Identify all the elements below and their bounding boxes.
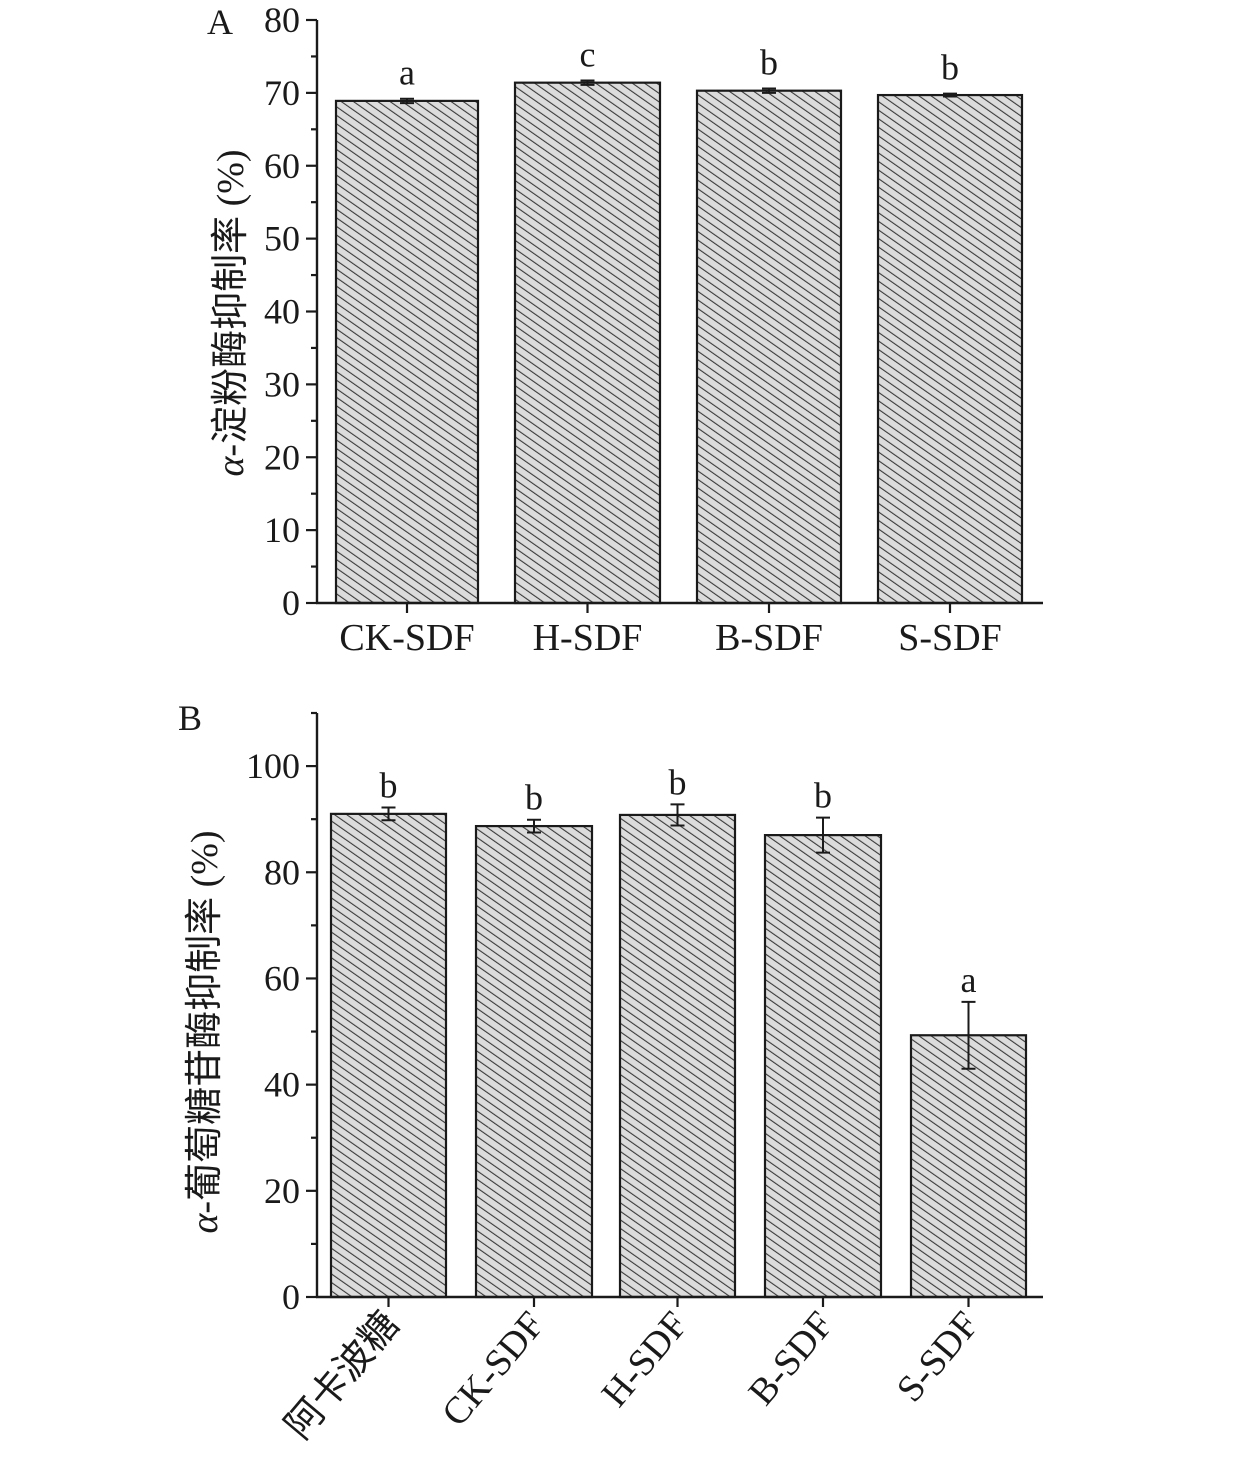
panel-b-y-ticks: 0 20 40 60 80 100 (246, 711, 317, 1317)
panel-a-bar (695, 89, 843, 605)
panel-a: A α-淀粉酶抑制率 (%) 0 10 20 30 40 50 60 70 80 a c b b CK… (207, 0, 1043, 659)
panel-a-y-ticks: 0 10 20 30 40 50 60 70 80 (264, 0, 317, 623)
panel-b-y-tick-label: 20 (264, 1171, 300, 1211)
panel-a-category-label: B-SDF (715, 617, 823, 659)
panel-b-error-bar (670, 803, 685, 827)
panel-b-significance-label: b (380, 766, 398, 806)
panel-b-category-label: 阿卡波糖 (278, 1304, 408, 1447)
panel-b-ylabel-rest: -葡萄糖苷酶抑制率 (%) (184, 830, 226, 1213)
panel-a-y-tick-label: 20 (264, 437, 300, 477)
panel-a-y-tick-label: 70 (264, 73, 300, 113)
panel-b-bars: b b b b a (329, 762, 1028, 1299)
panel-b-label: B (178, 698, 202, 738)
panel-a-y-tick-label: 50 (264, 219, 300, 259)
panel-b-significance-label: b (814, 776, 832, 816)
panel-b-bar (474, 824, 594, 1299)
panel-b-error-bar (816, 816, 830, 854)
panel-a-y-tick-label: 60 (264, 146, 300, 186)
panel-a-significance-label: b (760, 43, 778, 83)
panel-a-ylabel-alpha: α (210, 456, 252, 477)
panel-b-ylabel: α-葡萄糖苷酶抑制率 (%) (184, 830, 226, 1233)
panel-a-error-bar (943, 92, 957, 98)
panel-a-error-bar (762, 87, 776, 94)
panel-a-y-tick-label: 10 (264, 510, 300, 550)
panel-b-y-tick-label: 0 (282, 1277, 300, 1317)
panel-b-category-label: H-SDF (594, 1304, 697, 1415)
panel-b-bar (618, 813, 737, 1299)
panel-b-error-bar (961, 1000, 976, 1070)
panel-b-y-tick-label: 60 (264, 958, 300, 998)
panel-b-y-tick-label: 40 (264, 1065, 300, 1105)
panel-a-y-tick-label: 30 (264, 364, 300, 404)
panel-a-significance-label: c (580, 34, 596, 74)
panel-a-error-bar (580, 79, 595, 86)
panel-a-category-label: CK-SDF (339, 617, 474, 659)
panel-a-bar (513, 81, 662, 605)
panel-a-category-label: H-SDF (533, 617, 643, 659)
panel-b-bar (329, 812, 448, 1299)
panel-b-significance-label: b (669, 762, 687, 802)
panel-b-y-tick-label: 80 (264, 852, 300, 892)
panel-b-category-label: CK-SDF (434, 1304, 553, 1435)
panel-b-significance-label: a (961, 960, 977, 1000)
panel-a-label: A (207, 2, 233, 42)
panel-a-y-tick-label: 0 (282, 583, 300, 623)
panel-a-error-bar (400, 97, 414, 105)
panel-a-ylabel: α-淀粉酶抑制率 (%) (210, 149, 252, 476)
panel-b-error-bar (381, 806, 396, 822)
panel-a-category-label: S-SDF (898, 617, 1002, 659)
panel-b-bar (909, 1034, 1028, 1299)
panel-a-bar (876, 93, 1024, 605)
panel-a-y-tick-label: 40 (264, 292, 300, 332)
panel-b-ylabel-alpha: α (184, 1213, 226, 1234)
panel-a-y-tick-label: 80 (264, 0, 300, 40)
panel-b-category-label: B-SDF (740, 1304, 841, 1414)
panel-b-significance-label: b (525, 778, 543, 818)
panel-b-category-label: S-SDF (889, 1304, 988, 1410)
panel-b-error-bar (527, 818, 541, 834)
panel-a-significance-label: b (941, 48, 959, 88)
panel-a-significance-label: a (399, 53, 415, 93)
panel-b-bar (763, 834, 883, 1299)
panel-b-y-tick-label: 100 (246, 746, 300, 786)
panel-a-categories: CK-SDF H-SDF B-SDF S-SDF (339, 603, 1002, 659)
panel-a-ylabel-rest: -淀粉酶抑制率 (%) (210, 149, 252, 456)
panel-a-bar (334, 99, 480, 605)
panel-b-categories: 阿卡波糖 CK-SDF H-SDF B-SDF S-SDF (278, 1297, 988, 1447)
panel-b: B α-葡萄糖苷酶抑制率 (%) 0 20 40 60 80 100 b b b b a 阿卡波糖… (178, 698, 1043, 1447)
